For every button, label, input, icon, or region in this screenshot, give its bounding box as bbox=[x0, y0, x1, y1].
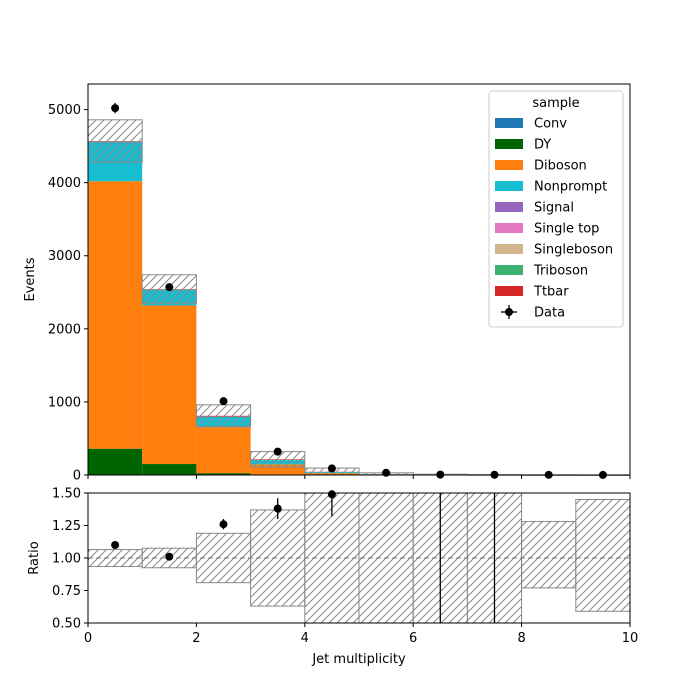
main-x-ticks bbox=[87, 475, 631, 479]
bar-dy-bin-0 bbox=[88, 448, 143, 475]
data-point-bin-0 bbox=[111, 104, 120, 113]
legend-swatch-triboson bbox=[495, 265, 523, 275]
ratio-panel: 0.50 0.75 1.00 1.25 1.50 0 2 4 6 8 10 Ratio Jet m… bbox=[27, 487, 638, 668]
data-point-bin-3 bbox=[273, 447, 282, 456]
legend-swatch-ttbar bbox=[495, 286, 523, 296]
ratio-band-bin-8 bbox=[521, 521, 577, 589]
legend-item-dy: DY bbox=[495, 138, 551, 153]
legend-swatch-singleboson bbox=[495, 244, 523, 254]
ratio-point-bin-0 bbox=[111, 541, 120, 549]
bar-diboson-bin-3 bbox=[250, 464, 305, 475]
main-y-tick-label-3000: 3000 bbox=[48, 249, 81, 264]
legend: sample Conv DY Diboson Nonprompt Signal Singl… bbox=[488, 90, 624, 328]
legend-item-singleboson: Singleboson bbox=[495, 243, 613, 258]
legend-swatch-nonprompt bbox=[495, 181, 523, 191]
main-y-tick-label-5000: 5000 bbox=[48, 103, 81, 118]
x-tick-label-10: 10 bbox=[622, 631, 639, 646]
bar-diboson-bin-1 bbox=[142, 305, 197, 465]
legend-label-conv: Conv bbox=[534, 117, 567, 132]
main-y-axis-label: Events bbox=[23, 257, 38, 301]
legend-label-signal: Signal bbox=[534, 201, 574, 216]
legend-item-nonprompt: Nonprompt bbox=[495, 180, 607, 195]
ratio-point-bin-3 bbox=[273, 504, 282, 513]
legend-swatch-dy bbox=[495, 139, 523, 149]
ratio-y-ticks: 0.50 0.75 1.00 1.25 1.50 bbox=[52, 487, 88, 632]
uncertainty-bin-2 bbox=[195, 404, 252, 428]
legend-label-nonprompt: Nonprompt bbox=[534, 180, 607, 195]
legend-label-single-top: Single top bbox=[534, 222, 599, 237]
legend-item-data: Data bbox=[501, 305, 565, 321]
ratio-point-bin-1 bbox=[165, 552, 174, 561]
ratio-points bbox=[111, 490, 496, 623]
main-y-tick-label-0: 0 bbox=[73, 469, 81, 484]
ratio-y-tick-label-4: 1.50 bbox=[52, 487, 81, 502]
legend-item-single-top: Single top bbox=[495, 222, 599, 237]
legend-swatch-conv bbox=[495, 118, 523, 128]
ratio-point-bin-4 bbox=[327, 490, 336, 499]
bar-diboson-bin-2 bbox=[196, 427, 251, 474]
legend-marker-data bbox=[505, 308, 513, 316]
bar-diboson-bin-0 bbox=[88, 181, 143, 449]
x-axis-label: Jet multiplicity bbox=[311, 652, 406, 667]
legend-swatch-signal bbox=[495, 202, 523, 212]
legend-label-ttbar: Ttbar bbox=[533, 285, 569, 300]
data-point-bin-2 bbox=[219, 397, 228, 406]
ratio-band-bin-9 bbox=[575, 499, 631, 612]
legend-item-triboson: Triboson bbox=[495, 264, 588, 279]
x-tick-label-8: 8 bbox=[517, 631, 525, 646]
uncertainty-bin-0 bbox=[87, 119, 143, 163]
legend-item-signal: Signal bbox=[495, 201, 574, 216]
main-panel: 0 1000 2000 3000 4000 5000 Events bbox=[23, 83, 631, 484]
legend-label-diboson: Diboson bbox=[534, 159, 587, 174]
data-point-bin-1 bbox=[165, 283, 174, 292]
legend-item-ttbar: Ttbar bbox=[495, 285, 569, 300]
legend-label-singleboson: Singleboson bbox=[534, 243, 613, 258]
x-tick-label-4: 4 bbox=[301, 631, 309, 646]
data-point-bin-4 bbox=[327, 464, 336, 473]
ratio-y-tick-label-0: 0.50 bbox=[52, 617, 81, 632]
ratio-y-axis-label: Ratio bbox=[27, 541, 42, 574]
ratio-x-ticks: 0 2 4 6 8 10 bbox=[84, 623, 638, 646]
stacked-bars bbox=[88, 141, 522, 475]
x-tick-label-0: 0 bbox=[84, 631, 92, 646]
ratio-y-tick-label-1: 0.75 bbox=[52, 584, 81, 599]
x-tick-label-2: 2 bbox=[192, 631, 200, 646]
legend-item-conv: Conv bbox=[495, 117, 567, 132]
ratio-point-bin-2 bbox=[219, 520, 228, 529]
data-point-bin-5 bbox=[382, 468, 391, 477]
legend-title: sample bbox=[532, 96, 579, 111]
bar-dy-bin-2 bbox=[196, 473, 251, 475]
legend-label-dy: DY bbox=[534, 138, 551, 153]
main-y-ticks: 0 1000 2000 3000 4000 5000 bbox=[48, 103, 88, 484]
legend-swatch-single-top bbox=[495, 223, 523, 233]
main-y-tick-label-1000: 1000 bbox=[48, 395, 81, 410]
bar-dy-bin-1 bbox=[142, 464, 197, 475]
main-y-tick-label-4000: 4000 bbox=[48, 176, 81, 191]
legend-swatch-diboson bbox=[495, 160, 523, 170]
ratio-y-tick-label-3: 1.25 bbox=[52, 519, 81, 534]
main-y-tick-label-2000: 2000 bbox=[48, 322, 81, 337]
x-tick-label-6: 6 bbox=[409, 631, 417, 646]
legend-item-diboson: Diboson bbox=[495, 159, 587, 174]
legend-label-data: Data bbox=[534, 306, 565, 321]
ratio-y-tick-label-2: 1.00 bbox=[52, 552, 81, 567]
main-plot-frame bbox=[87, 83, 631, 476]
legend-label-triboson: Triboson bbox=[533, 264, 588, 279]
